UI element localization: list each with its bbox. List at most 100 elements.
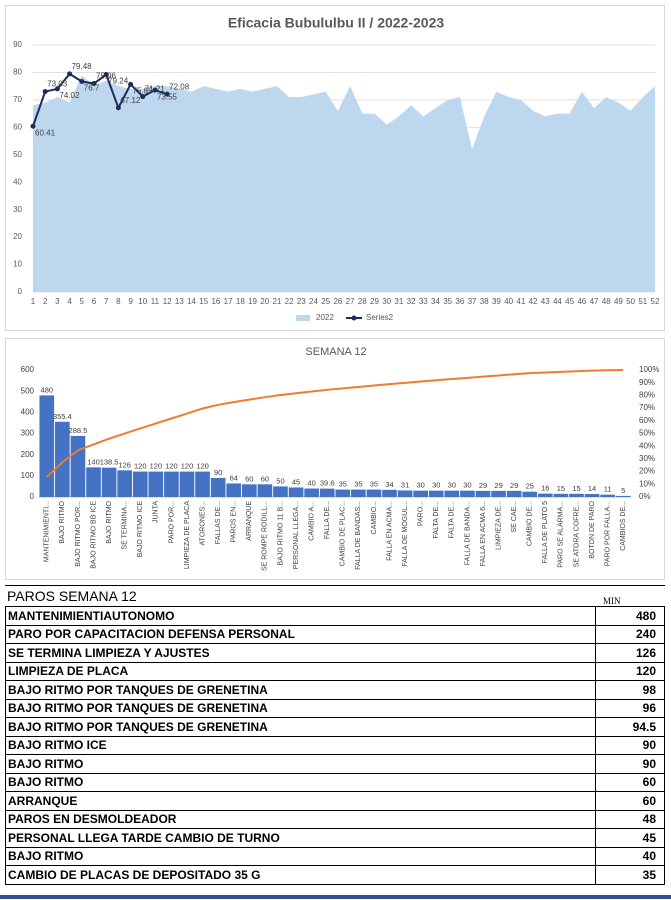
bar (506, 490, 522, 497)
value-cell: 40 (595, 846, 665, 866)
x-tick-label: CAMBIO... (371, 501, 378, 535)
data-label: 25 (526, 482, 534, 491)
x-tick-label: 45 (565, 297, 574, 306)
name-cell: BAJO RITMO (5, 754, 596, 774)
data-label: 5 (621, 486, 625, 495)
x-tick-label: 24 (309, 297, 318, 306)
data-label: 126 (118, 460, 131, 469)
bar (241, 484, 257, 497)
x-tick-label: CAMBIO DE PLAC... (340, 501, 347, 566)
x-tick-label: 11 (151, 297, 160, 306)
row: CAMBIO DE PLACAS DE DEPOSITADO 35 G 35 (5, 865, 665, 885)
x-tick-label: 14 (187, 297, 196, 306)
row: BAJO RITMO POR TANQUES DE GRENETINA 94.5 (5, 717, 665, 737)
y2-tick-label: 80% (639, 391, 655, 400)
chart-title: SEMANA 12 (305, 346, 366, 358)
x-tick-label: FALLA DE PLATO 5 (542, 501, 549, 563)
data-label: 16 (541, 484, 549, 493)
point (54, 86, 60, 92)
data-label: 11 (604, 485, 612, 494)
data-label: 60.41 (35, 128, 56, 137)
value-cell: 90 (595, 754, 665, 774)
x-tick-label: 4 (67, 297, 72, 306)
y2-tick-label: 10% (639, 479, 655, 488)
x-tick-label: 2 (43, 297, 48, 306)
name-cell: PERSONAL LLEGA TARDE CAMBIO DE TURNO (5, 828, 596, 848)
bar (351, 489, 366, 497)
bar (179, 471, 195, 497)
data-label: 73.55 (157, 92, 178, 101)
data-label: 90 (214, 468, 222, 477)
x-tick-label: 40 (504, 297, 513, 306)
x-tick-label: FALLA DE BANDAS... (355, 501, 362, 570)
x-tick-label: 30 (382, 297, 391, 306)
row: SE TERMINA LIMPIEZA Y AJUSTES 126 (5, 643, 665, 663)
value-cell: 45 (595, 828, 665, 848)
bar (257, 484, 273, 497)
x-tick-label: 5 (80, 297, 85, 306)
y-tick-label: 10 (13, 260, 22, 269)
x-tick-label: FALLA EN ACMA 6... (480, 501, 487, 566)
x-tick-label: BOTON DE PARO (589, 500, 596, 558)
y-tick-label: 80 (13, 68, 22, 77)
table-title: PAROS SEMANA 12 (7, 588, 137, 604)
y2-tick-label: 100% (639, 365, 659, 374)
x-tick-label: 12 (163, 297, 172, 306)
data-label: 75.65 (133, 86, 154, 95)
y2-tick-label: 20% (639, 467, 655, 476)
bar (304, 488, 319, 497)
data-label: 50 (276, 476, 284, 485)
x-tick-label: MANTENIMIENTI... (44, 501, 51, 562)
x-tick-label: 33 (419, 297, 428, 306)
value-cell: 94.5 (595, 717, 665, 737)
data-label: 29 (479, 481, 487, 490)
x-tick-label: 43 (541, 297, 550, 306)
name-cell: MANTENIMIENTIAUTONOMO (5, 606, 596, 626)
name-cell: BAJO RITMO POR TANQUES DE GRENETINA (5, 680, 596, 700)
x-tick-label: 49 (614, 297, 623, 306)
data-label: 79.24 (108, 77, 129, 86)
x-tick-label: FALLA DE BANDA... (464, 501, 471, 565)
name-cell: BAJO RITMO ICE (5, 735, 596, 755)
y2-tick-label: 60% (639, 416, 655, 425)
data-label: 480 (41, 385, 54, 394)
y-tick-label: 0 (30, 492, 35, 501)
data-label: 73.03 (47, 80, 68, 89)
x-tick-label: 28 (358, 297, 367, 306)
data-label: 29 (494, 481, 502, 490)
row: BAJO RITMO POR TANQUES DE GRENETINA 96 (5, 698, 665, 718)
x-tick-label: 10 (138, 297, 147, 306)
row: ARRANQUE 60 (5, 791, 665, 811)
bar (584, 494, 600, 497)
value-cell: 126 (595, 643, 665, 663)
x-tick-label: ARRANQUE (246, 501, 253, 541)
x-tick-label: 26 (333, 297, 342, 306)
bar (117, 470, 133, 497)
data-label: 120 (165, 462, 178, 471)
x-tick-label: 27 (346, 297, 355, 306)
row: BAJO RITMO POR TANQUES DE GRENETINA 98 (5, 680, 665, 700)
x-tick-label: FALLAS DE... (215, 501, 222, 544)
legend-swatch (296, 315, 310, 321)
legend-swatch (351, 315, 357, 321)
bar (444, 490, 460, 497)
bar (615, 495, 631, 497)
data-label: 45 (292, 477, 300, 486)
data-label: 15 (557, 484, 565, 493)
bar (428, 490, 444, 497)
bar (164, 471, 179, 497)
name-cell: ARRANQUE (5, 791, 596, 811)
bar (226, 483, 242, 497)
y2-tick-label: 0% (639, 492, 651, 501)
row: BAJO RITMO 60 (5, 772, 665, 792)
x-tick-label: 36 (455, 297, 464, 306)
x-tick-label: BAJO RITMO ICE (137, 501, 144, 558)
x-tick-label: 34 (431, 297, 440, 306)
efficacy-chart: Eficacia Bubululbu II / 2022-2023 0 10 20 3… (5, 5, 665, 331)
x-tick-label: FALTA DE... (433, 501, 440, 539)
x-tick-label: BAJO RITMO BB ICE (90, 501, 97, 569)
data-label: 79.48 (72, 62, 93, 71)
x-tick-label: ATORONES... (199, 501, 206, 546)
y-tick-label: 0 (18, 287, 23, 296)
